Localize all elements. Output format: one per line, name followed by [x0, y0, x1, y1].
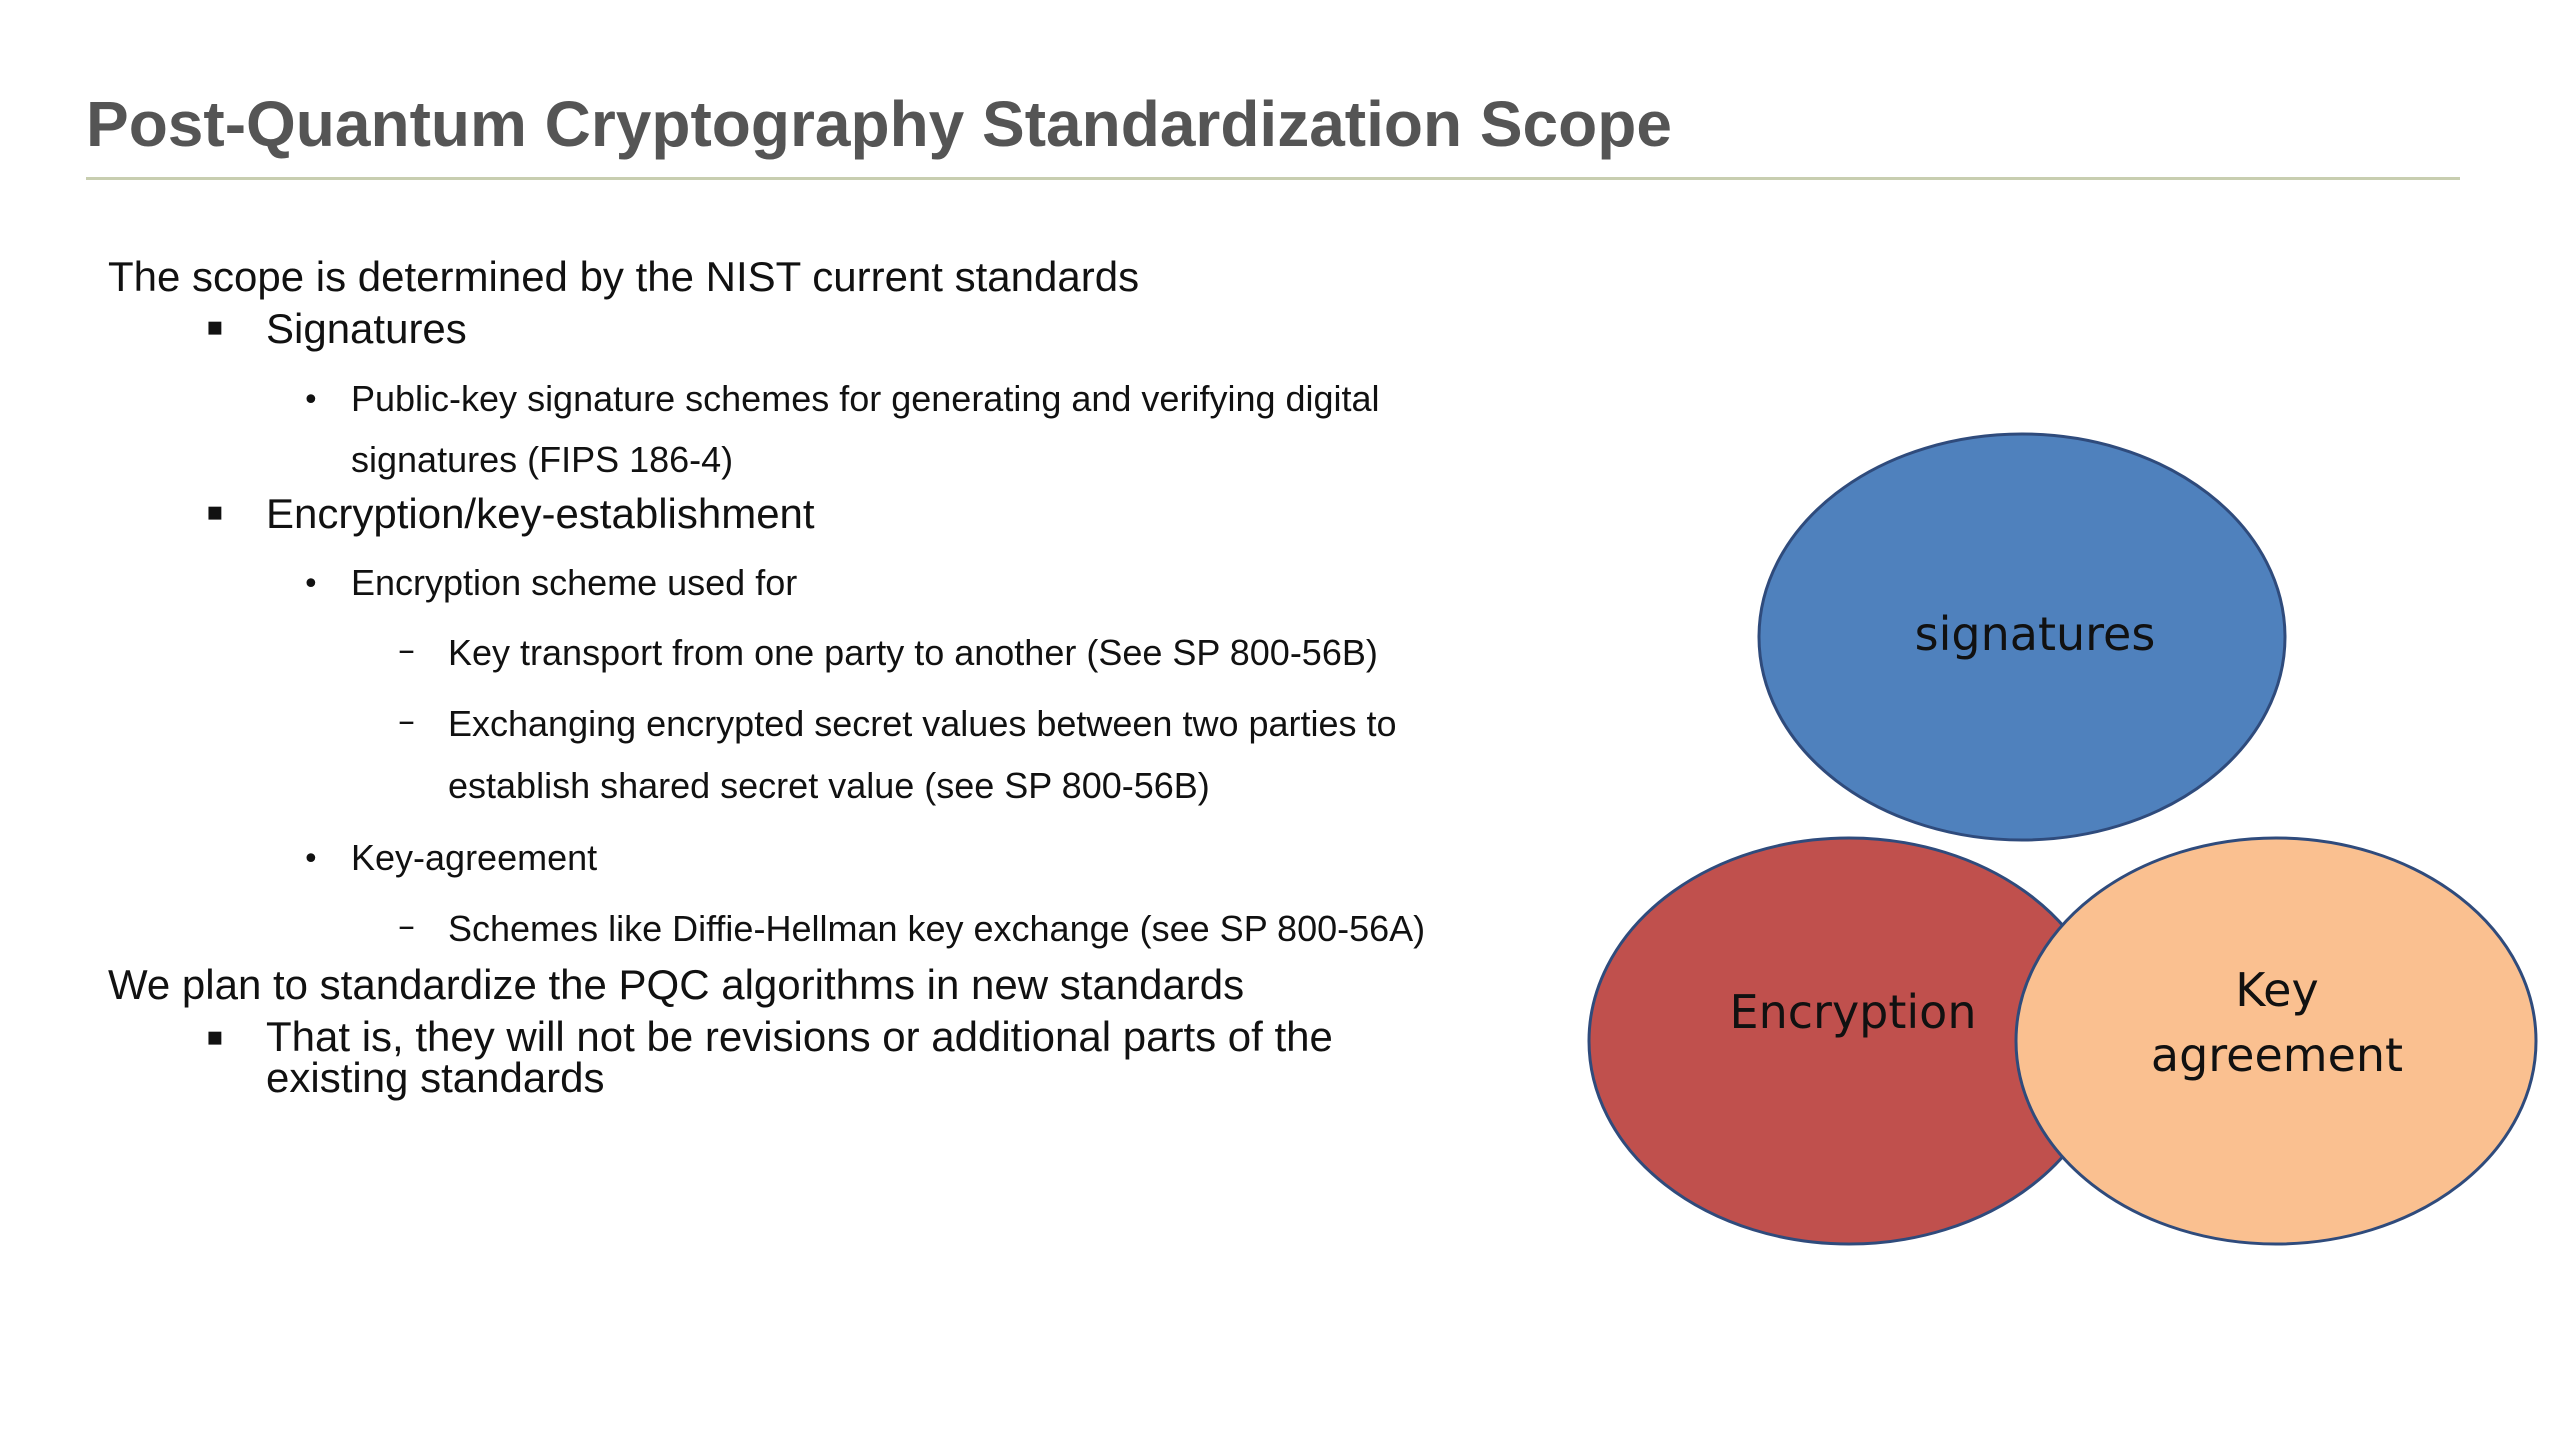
title-divider	[86, 177, 2460, 180]
exchanging-line2: establish shared secret value (see SP 80…	[448, 765, 1210, 806]
dot-bullet: •	[302, 383, 320, 418]
venn-diagram-svg: signatures Encryption Key agreement	[1587, 432, 2538, 1246]
diffie-hellman-text: Schemes like Diffie-Hellman key exchange…	[448, 908, 1426, 949]
key-agreement-text: Key-agreement	[351, 837, 598, 878]
key-agreement-label-line1: Key	[2235, 963, 2318, 1017]
intro-text: The scope is determined by the NIST curr…	[108, 253, 1140, 300]
plan-detail-line1: That is, they will not be revisions or a…	[266, 1013, 1333, 1060]
square-bullet: ▪	[206, 312, 224, 342]
signatures-circle	[1757, 432, 2287, 842]
dot-bullet: •	[302, 842, 320, 877]
encryption-heading: Encryption/key-establishment	[266, 490, 815, 537]
key-agreement-circle	[2014, 836, 2538, 1246]
plan-text: We plan to standardize the PQC algorithm…	[108, 961, 1245, 1008]
dash-bullet: –	[398, 906, 415, 946]
exchanging-line1: Exchanging encrypted secret values betwe…	[448, 703, 1397, 744]
square-bullet: ▪	[206, 497, 224, 527]
bullet-list: The scope is determined by the NIST curr…	[108, 253, 1426, 1101]
signatures-label: signatures	[1915, 607, 2156, 661]
signatures-detail-line2: signatures (FIPS 186-4)	[351, 439, 734, 480]
key-transport-text: Key transport from one party to another …	[448, 632, 1378, 673]
key-agreement-label-line2: agreement	[2151, 1028, 2403, 1082]
encryption-scheme-text: Encryption scheme used for	[351, 562, 798, 603]
plan-detail-line2: existing standards	[266, 1054, 605, 1101]
square-bullet: ▪	[206, 1022, 224, 1052]
dash-bullet: –	[398, 701, 415, 741]
signatures-heading: Signatures	[266, 305, 467, 352]
slide-title: Post-Quantum Cryptography Standardizatio…	[86, 88, 1672, 160]
venn-diagram: signatures Encryption Key agreement	[1560, 420, 2540, 1260]
encryption-label: Encryption	[1730, 985, 1977, 1039]
dash-bullet: –	[398, 630, 415, 670]
signatures-detail-line1: Public-key signature schemes for generat…	[351, 378, 1380, 419]
dot-bullet: •	[302, 567, 320, 602]
